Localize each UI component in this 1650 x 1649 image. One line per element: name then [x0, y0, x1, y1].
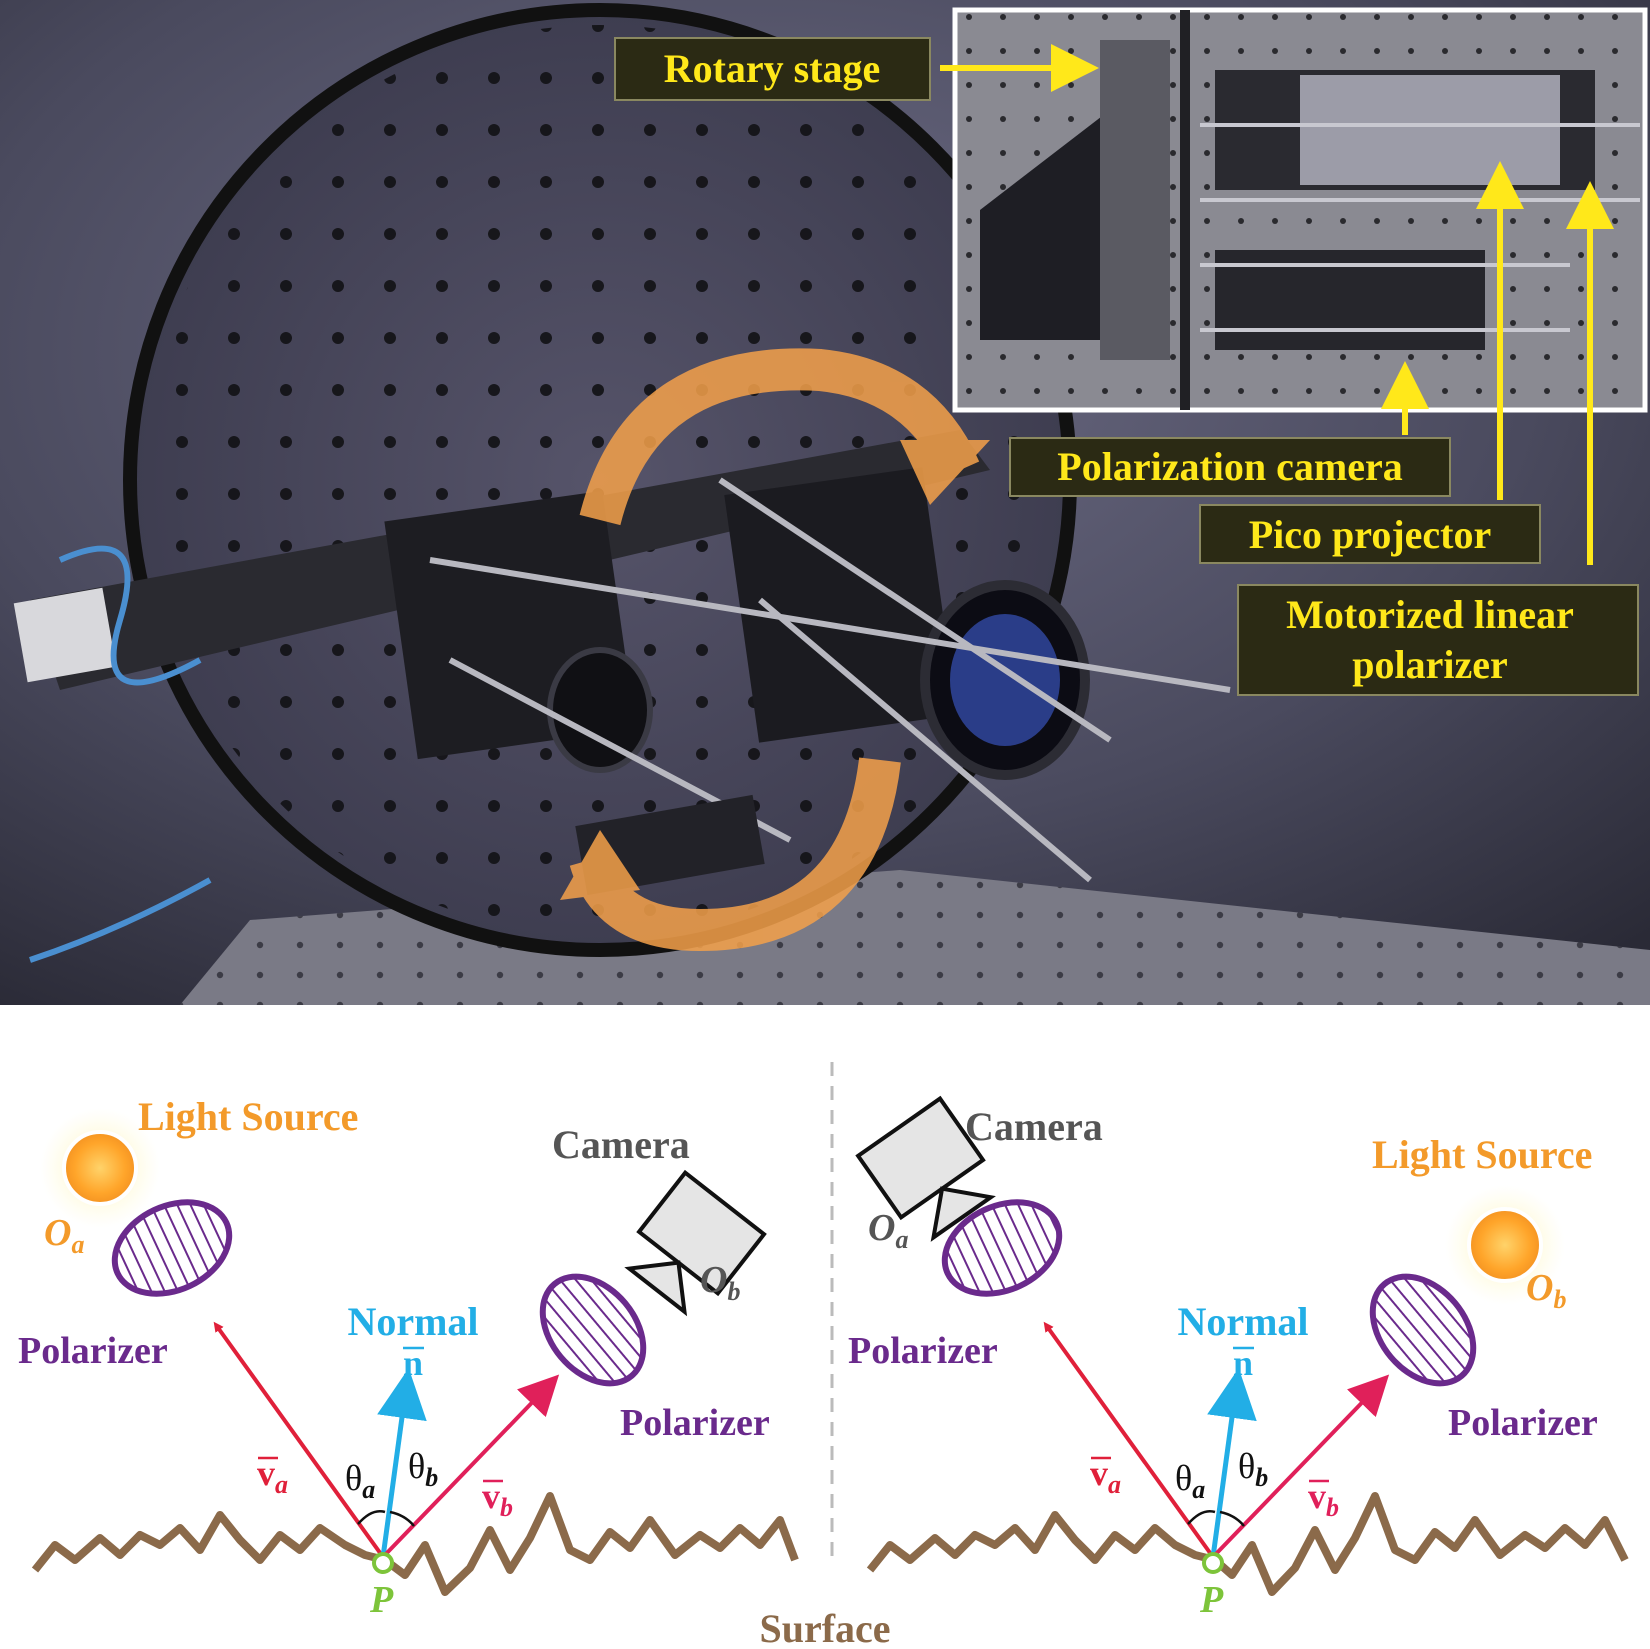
angle-arc-a — [357, 1510, 386, 1525]
reflected-vector-vb — [381, 1374, 560, 1559]
va-label-right: va — [1090, 1453, 1121, 1499]
point-p-label-right: P — [1199, 1579, 1224, 1621]
svg-text:Polarization camera: Polarization camera — [1057, 444, 1402, 489]
origin-b-label-right: Ob — [1526, 1267, 1566, 1314]
normal-label-right: Normal — [1177, 1299, 1308, 1344]
polarizer-right-icon-right — [1369, 1273, 1477, 1387]
svg-text:Pico projector: Pico projector — [1249, 512, 1491, 557]
origin-a-label-right: Oa — [868, 1207, 908, 1254]
normal-vec-label: n — [403, 1343, 423, 1383]
reflected-vector-vb-right — [1211, 1374, 1390, 1559]
camera-label-right: Camera — [965, 1104, 1103, 1149]
camera-label: Camera — [552, 1122, 690, 1167]
point-p-label: P — [369, 1579, 394, 1621]
origin-a-label: Oa — [44, 1212, 84, 1259]
photo-panel: Rotary stage Polarization camera Pico pr… — [0, 0, 1650, 1005]
light-source-icon — [40, 1108, 160, 1228]
theta-b-label: θb — [408, 1446, 438, 1492]
angle-arc-a-right — [1187, 1510, 1216, 1525]
label-rotary-stage: Rotary stage — [614, 37, 931, 101]
surface-left — [31, 1492, 799, 1596]
camera-icon-right — [855, 1095, 996, 1242]
angle-arc-b — [389, 1510, 415, 1527]
diagram-right: Camera Oa Light Source Ob Polarizer Pola… — [848, 1095, 1629, 1621]
polarizer-left-label-right: Polarizer — [848, 1330, 998, 1372]
label-pico-projector: Pico projector — [1199, 504, 1541, 564]
polarizer-right-label: Polarizer — [620, 1402, 770, 1444]
diagram-left: Light Source Oa Camera Ob Polarizer Pola… — [18, 1094, 799, 1621]
point-p-marker — [372, 1552, 394, 1574]
origin-b-label: Ob — [700, 1259, 740, 1306]
label-motorized-polarizer: Motorized linear polarizer — [1237, 584, 1639, 696]
optics-cage — [384, 467, 1231, 896]
surface-right — [866, 1492, 1629, 1596]
normal-vector-n-right — [1207, 1368, 1257, 1558]
svg-text:Motorized linear: Motorized linear — [1286, 592, 1574, 637]
theta-a-label-right: θa — [1175, 1458, 1205, 1504]
theta-a-label: θa — [345, 1458, 375, 1504]
normal-vector-n — [377, 1368, 427, 1558]
angle-arc-b-right — [1219, 1510, 1245, 1527]
rotation-arrows-icon — [560, 348, 990, 952]
polarizer-left-icon-right — [941, 1199, 1063, 1297]
polarizer-left-label: Polarizer — [18, 1330, 168, 1372]
vb-label-right: vb — [1308, 1476, 1339, 1522]
theta-b-label-right: θb — [1238, 1446, 1268, 1492]
light-source-label-right: Light Source — [1372, 1132, 1592, 1177]
vb-label: vb — [482, 1476, 513, 1522]
light-source-icon-right — [1445, 1185, 1565, 1305]
surface-label: Surface — [759, 1606, 890, 1649]
svg-text:Rotary stage: Rotary stage — [664, 46, 881, 91]
polarizer-right-label-right: Polarizer — [1448, 1402, 1598, 1444]
incident-vector-va — [213, 1321, 385, 1559]
polarizer-left-icon — [111, 1199, 233, 1297]
polarizer-right-icon — [539, 1273, 647, 1387]
normal-vec-label-right: n — [1233, 1343, 1253, 1383]
normal-label: Normal — [347, 1299, 478, 1344]
point-p-marker-right — [1202, 1552, 1224, 1574]
va-label: va — [257, 1453, 288, 1499]
label-polarization-camera: Polarization camera — [1009, 437, 1451, 497]
incident-vector-va-right — [1043, 1321, 1215, 1559]
camera-icon — [624, 1169, 767, 1317]
svg-text:polarizer: polarizer — [1352, 642, 1508, 687]
light-source-label: Light Source — [138, 1094, 358, 1139]
